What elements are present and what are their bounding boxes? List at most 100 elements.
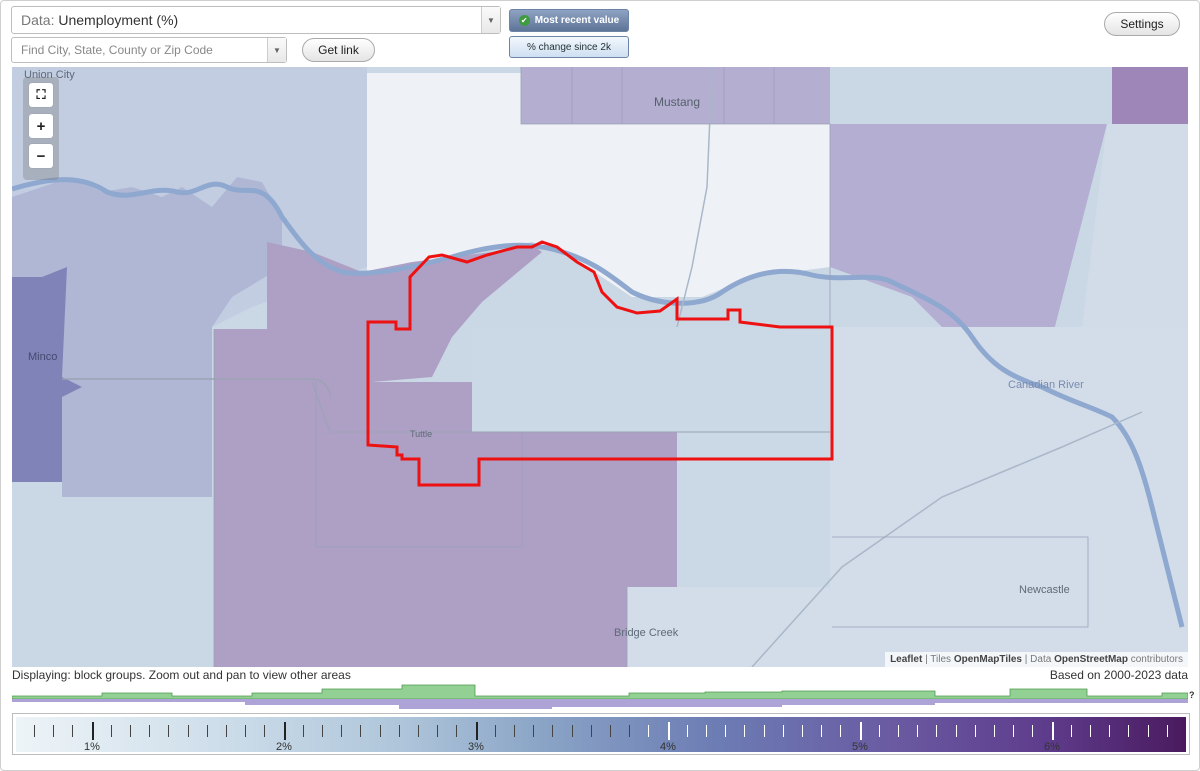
legend-minor-tick [264, 725, 265, 737]
legend-tick-label: 1% [84, 741, 100, 753]
legend-minor-tick [1167, 725, 1168, 737]
legend-minor-tick [629, 725, 630, 737]
legend-minor-tick [783, 725, 784, 737]
most-recent-toggle[interactable]: ✔ Most recent value [509, 9, 629, 32]
pct-change-toggle[interactable]: % change since 2k [509, 36, 629, 58]
legend-minor-tick [591, 725, 592, 737]
legend-minor-tick [840, 725, 841, 737]
highway-north [676, 67, 713, 328]
legend-minor-tick [226, 725, 227, 737]
value-histogram [12, 684, 1188, 709]
legend-minor-tick [34, 725, 35, 737]
legend-minor-tick [1090, 725, 1091, 737]
legend-minor-tick [994, 725, 995, 737]
legend-minor-tick [168, 725, 169, 737]
label-canadian-river: Canadian River [1008, 379, 1084, 391]
legend-minor-tick [572, 725, 573, 737]
histogram-help-icon[interactable]: ? [1189, 690, 1195, 700]
region-middle [472, 327, 830, 587]
legend-minor-tick [1148, 725, 1149, 737]
legend-minor-tick [648, 725, 649, 737]
attribution-leaflet-link[interactable]: Leaflet [890, 654, 923, 665]
data-select-prefix: Data: [21, 12, 59, 28]
legend-minor-tick [207, 725, 208, 737]
chevron-down-icon[interactable]: ▼ [267, 38, 286, 62]
road-west [62, 378, 331, 398]
attribution-tiles-prefix: Tiles [930, 654, 952, 665]
label-tuttle: Tuttle [410, 429, 433, 439]
legend-minor-tick [130, 725, 131, 737]
legend-minor-tick [898, 725, 899, 737]
legend-minor-tick [111, 725, 112, 737]
legend-minor-tick [188, 725, 189, 737]
road-tuttle [311, 381, 830, 433]
legend-minor-tick [1128, 725, 1129, 737]
attribution-suffix: contributors [1130, 654, 1183, 665]
attribution-tiles-link[interactable]: OpenMapTiles [953, 654, 1022, 665]
legend-minor-tick [72, 725, 73, 737]
map-canvas[interactable] [12, 67, 1188, 667]
legend-minor-tick [533, 725, 534, 737]
legend-minor-tick [399, 725, 400, 737]
data-select-label: Data: Unemployment (%) [21, 12, 178, 28]
legend-minor-tick [360, 725, 361, 737]
legend-minor-tick [610, 725, 611, 737]
legend-major-tick [1052, 722, 1054, 740]
fullscreen-icon[interactable]: ⛶ [29, 83, 53, 107]
legend-minor-tick [552, 725, 553, 737]
legend-minor-tick [802, 725, 803, 737]
region-west [12, 177, 282, 497]
legend-minor-tick [1071, 725, 1072, 737]
legend-minor-tick [1013, 725, 1014, 737]
color-legend: 1% 2% 3% 4% 5% 6% [12, 713, 1190, 755]
legend-minor-tick [706, 725, 707, 737]
check-icon: ✔ [518, 15, 530, 26]
zoom-out-button[interactable]: − [29, 144, 53, 168]
legend-minor-tick [1109, 725, 1110, 737]
get-link-button[interactable]: Get link [302, 38, 375, 62]
map-attribution: Leaflet | Tiles OpenMapTiles | Data Open… [885, 652, 1188, 667]
legend-major-tick [284, 722, 286, 740]
region-east [830, 124, 1107, 387]
legend-minor-tick [1032, 725, 1033, 737]
chevron-down-icon[interactable]: ▼ [481, 7, 500, 33]
legend-tick-label: 6% [1044, 741, 1060, 753]
legend-tick-label: 5% [852, 741, 868, 753]
block-group-boundaries [213, 67, 1089, 667]
settings-button[interactable]: Settings [1104, 12, 1180, 36]
attribution-osm-link[interactable]: OpenStreetMap [1054, 654, 1128, 665]
label-minco: Minco [28, 351, 58, 363]
display-note: Displaying: block groups. Zoom out and p… [12, 668, 351, 682]
legend-minor-tick [456, 725, 457, 737]
legend-minor-tick [514, 725, 515, 737]
choropleth-map[interactable]: ⛶ + − Union City Mustang Tuttle Minco Br… [12, 67, 1188, 667]
legend-major-tick [92, 722, 94, 740]
region-white-north [367, 73, 830, 297]
region-mustang [521, 67, 830, 124]
attribution-data-prefix: Data [1030, 654, 1052, 665]
legend-minor-tick [725, 725, 726, 737]
selected-area-boundary[interactable] [366, 240, 834, 487]
legend-minor-tick [303, 725, 304, 737]
zoom-in-button[interactable]: + [29, 114, 53, 138]
label-newcastle: Newcastle [1019, 584, 1070, 596]
search-input[interactable] [12, 38, 271, 62]
region-northwest-purple [267, 242, 542, 382]
legend-minor-tick [322, 725, 323, 737]
region-far-west [12, 267, 82, 482]
label-union-city: Union City [24, 69, 75, 81]
search-field[interactable]: ▼ [11, 37, 287, 63]
region-southeast [627, 327, 1188, 667]
legend-minor-tick [744, 725, 745, 737]
legend-minor-tick [975, 725, 976, 737]
legend-minor-tick [936, 725, 937, 737]
data-select[interactable]: Data: Unemployment (%) ▼ [11, 6, 501, 34]
legend-minor-tick [687, 725, 688, 737]
legend-major-tick [860, 722, 862, 740]
most-recent-label: Most recent value [534, 15, 620, 26]
label-bridge-creek: Bridge Creek [614, 627, 679, 639]
legend-minor-tick [380, 725, 381, 737]
legend-major-tick [476, 722, 478, 740]
region-east-light [1082, 124, 1188, 327]
region-northeast [1112, 67, 1188, 127]
